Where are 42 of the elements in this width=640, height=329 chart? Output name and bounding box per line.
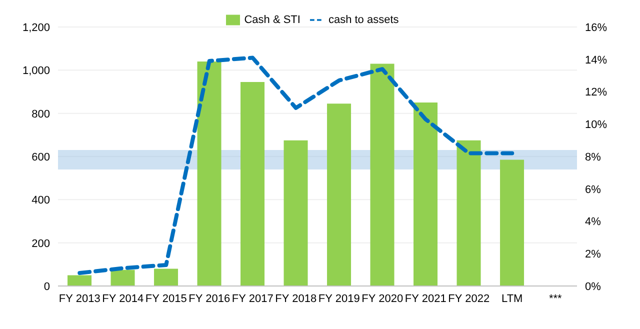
y-tick-label: 1,200: [22, 22, 50, 34]
x-tick-label: FY 2018: [275, 292, 317, 305]
x-tick-label: FY 2014: [102, 292, 144, 305]
bar: [284, 140, 308, 286]
bar: [68, 275, 92, 286]
y2-tick-label: 12%: [585, 86, 608, 99]
bar: [500, 160, 524, 286]
x-tick-label: ***: [548, 292, 563, 305]
y2-tick-label: 0%: [585, 280, 602, 293]
y-tick-label: 600: [32, 152, 50, 164]
y2-tick-label: 14%: [585, 54, 608, 66]
y-tick-label: 800: [32, 108, 50, 120]
x-tick-label: FY 2019: [318, 292, 360, 305]
x-tick-label: FY 2017: [232, 292, 274, 305]
bar: [414, 102, 438, 286]
bar: [110, 270, 135, 286]
bar: [456, 140, 481, 286]
y-tick-label: 1,000: [22, 65, 50, 78]
y-tick-label: 200: [32, 238, 50, 250]
x-tick-label: FY 2013: [58, 292, 100, 305]
y2-tick-label: 10%: [585, 119, 608, 132]
y-tick-label: 400: [32, 194, 50, 207]
x-tick-label: FY 2015: [145, 292, 187, 305]
bar: [327, 104, 352, 286]
x-tick-label: FY 2021: [404, 292, 446, 305]
x-tick-label: FY 2020: [362, 292, 404, 305]
bar: [240, 82, 265, 286]
legend-label: Cash & STI: [244, 14, 300, 26]
y2-tick-label: 6%: [585, 184, 602, 196]
bar: [197, 62, 222, 286]
x-tick-label: FY 2016: [188, 292, 230, 305]
legend-label: cash to assets: [328, 14, 399, 26]
line-series: [78, 56, 514, 276]
x-tick-label: LTM: [502, 292, 523, 305]
y2-tick-label: 4%: [585, 216, 602, 228]
x-tick-label: FY 2022: [448, 292, 490, 305]
y2-tick-label: 2%: [585, 248, 602, 261]
bar: [154, 268, 178, 286]
y-tick-label: 0: [44, 281, 50, 293]
y2-tick-label: 8%: [585, 151, 602, 164]
bar: [370, 64, 394, 286]
y2-tick-label: 16%: [585, 22, 608, 34]
